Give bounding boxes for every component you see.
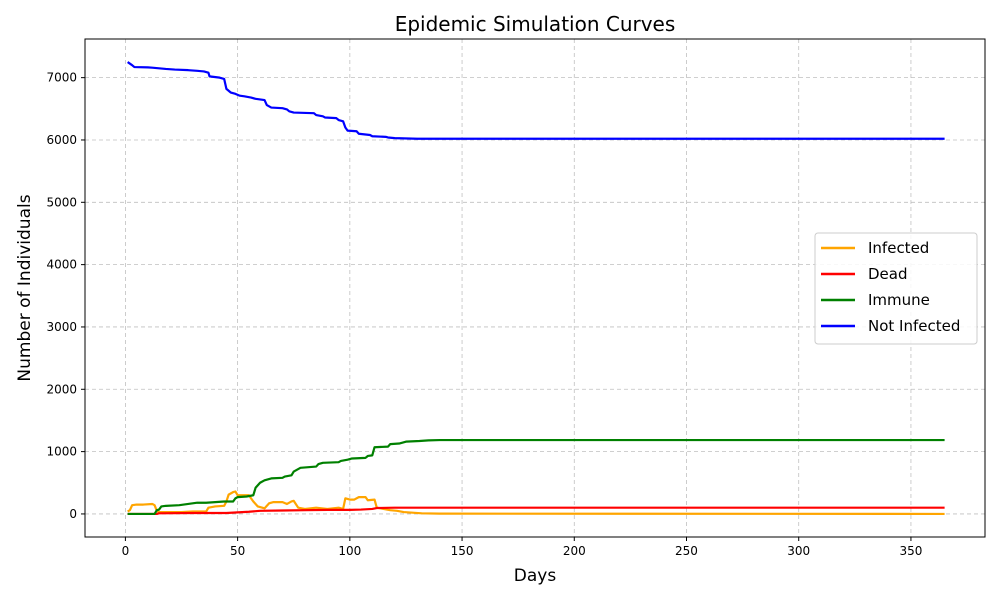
- y-tick-label: 5000: [46, 195, 77, 209]
- series-line-infected: [127, 490, 945, 516]
- legend-label-infected: Infected: [868, 239, 929, 257]
- y-tick-label: 0: [69, 507, 77, 521]
- y-tick-label: 7000: [46, 71, 77, 85]
- chart-title: Epidemic Simulation Curves: [395, 12, 676, 36]
- grid: [85, 39, 985, 537]
- x-tick-label: 100: [338, 544, 361, 558]
- series-line-dead: [127, 506, 945, 516]
- legend-label-immune: Immune: [868, 291, 930, 309]
- legend: Infected Dead Immune Not Infected: [814, 232, 978, 345]
- series-lines: [127, 61, 945, 516]
- series-line-immune: [127, 438, 945, 516]
- legend-label-not-infected: Not Infected: [868, 317, 960, 335]
- y-tick-label: 3000: [46, 320, 77, 334]
- y-axis-label: Number of Individuals: [15, 194, 35, 381]
- y-tick-label: 4000: [46, 258, 77, 272]
- x-tick-label: 50: [230, 544, 245, 558]
- y-axis-ticks: 0 1000 2000 3000 4000 5000 6000 7000: [46, 71, 85, 521]
- x-tick-label: 300: [787, 544, 810, 558]
- x-axis-label: Days: [514, 566, 557, 586]
- series-line-not-infected: [127, 61, 945, 140]
- legend-label-dead: Dead: [868, 265, 908, 283]
- x-axis-ticks: 0 50 100 150 200 250 300 350: [122, 537, 922, 558]
- y-tick-label: 6000: [46, 133, 77, 147]
- x-tick-label: 0: [122, 544, 130, 558]
- y-tick-label: 1000: [46, 445, 77, 459]
- x-tick-label: 200: [563, 544, 586, 558]
- plot-frame: [84, 38, 986, 538]
- x-tick-label: 350: [899, 544, 922, 558]
- y-tick-label: 2000: [46, 382, 77, 396]
- legend-box: [814, 232, 978, 345]
- x-tick-label: 150: [451, 544, 474, 558]
- x-tick-label: 250: [675, 544, 698, 558]
